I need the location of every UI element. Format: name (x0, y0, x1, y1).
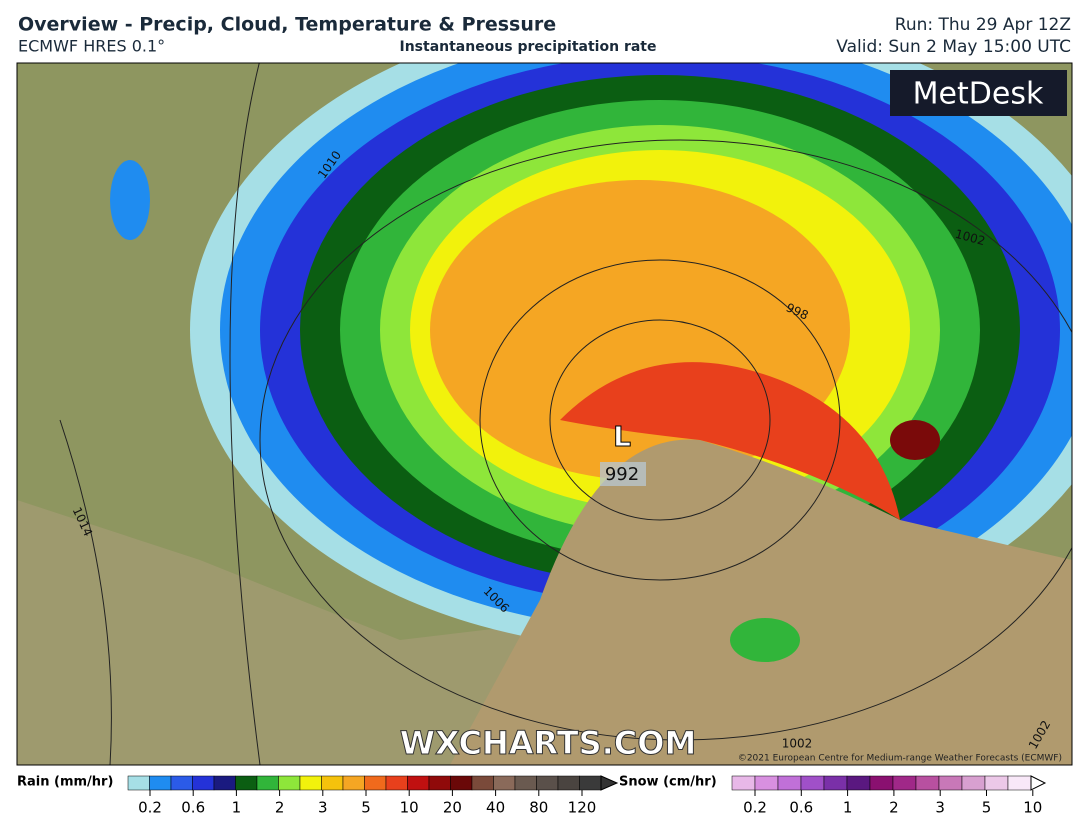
rain-swatch (192, 775, 215, 791)
snow-tick-label: 0.6 (789, 799, 813, 817)
rain-tick-label: 3 (318, 799, 328, 817)
rain-swatch (385, 775, 408, 791)
rain-swatch (364, 775, 387, 791)
rain-tick-label: 80 (529, 799, 548, 817)
rain-swatch (170, 775, 193, 791)
rain-tick-label: 1 (232, 799, 242, 817)
rain-swatch (213, 775, 236, 791)
snow-tick-label: 10 (1023, 799, 1042, 817)
rain-swatch (579, 775, 602, 791)
snow-swatch (938, 775, 963, 791)
snow-swatch (961, 775, 986, 791)
rain-tick-label: 10 (400, 799, 419, 817)
title: Overview - Precip, Cloud, Temperature & … (18, 14, 556, 36)
rain-swatch (407, 775, 430, 791)
snow-swatch (731, 775, 756, 791)
rain-tick-label: 20 (443, 799, 462, 817)
snow-swatch (823, 775, 848, 791)
rain-swatch (127, 775, 150, 791)
rain-swatch (557, 775, 580, 791)
rain-swatch (342, 775, 365, 791)
rain-tick-label: 120 (568, 799, 597, 817)
copyright: ©2021 European Centre for Medium-range W… (738, 754, 1062, 764)
snow-swatch (777, 775, 802, 791)
rain-label: Rain (mm/hr) (17, 775, 113, 790)
rain-tick-label: 0.6 (181, 799, 205, 817)
run: Run: Thu 29 Apr 12Z (895, 15, 1071, 35)
logo: MetDesk (913, 77, 1044, 112)
rain-swatch (149, 775, 172, 791)
rain-arrow (600, 775, 619, 791)
snow-tick-label: 3 (935, 799, 945, 817)
snow-swatch (1007, 775, 1032, 791)
rain-swatch (514, 775, 537, 791)
snow-swatch (800, 775, 825, 791)
snow-swatch (846, 775, 871, 791)
snow-swatch (915, 775, 940, 791)
rain-swatch (321, 775, 344, 791)
rain-swatch (428, 775, 451, 791)
snow-swatch (869, 775, 894, 791)
rain-swatch (536, 775, 559, 791)
model: ECMWF HRES 0.1° (18, 37, 165, 56)
snow-swatch (984, 775, 1009, 791)
rain-swatch (493, 775, 516, 791)
snow-arrow (1030, 775, 1047, 791)
valid: Valid: Sun 2 May 15:00 UTC (836, 37, 1071, 57)
rain-swatch (450, 775, 473, 791)
rain-tick-label: 0.2 (138, 799, 162, 817)
rain-swatch (256, 775, 279, 791)
snow-swatch (892, 775, 917, 791)
low-symbol: L (613, 420, 631, 453)
low-box (600, 462, 646, 486)
rain-tick-label: 40 (486, 799, 505, 817)
watermark: WXCHARTS.COM (400, 724, 697, 762)
snow-tick-label: 5 (982, 799, 992, 817)
legend: 0.2 0.6 1 2 3 5 10 20 40 80 120 0.2 0.6 1 2 3 5 10 (127, 775, 1047, 817)
map (17, 63, 1072, 765)
map-frame (16, 62, 1073, 766)
rain-tick-label: 5 (361, 799, 371, 817)
snow-tick-label: 1 (843, 799, 853, 817)
rain-swatch (471, 775, 494, 791)
rain-tick-label: 2 (275, 799, 285, 817)
rain-swatch (235, 775, 258, 791)
isobar-label: 1002 (782, 737, 813, 751)
snow-tick-label: 0.2 (743, 799, 767, 817)
snow-swatch (754, 775, 779, 791)
snow-tick-label: 2 (889, 799, 899, 817)
rain-swatch (278, 775, 301, 791)
rain-swatch (299, 775, 322, 791)
snow-label: Snow (cm/hr) (619, 775, 717, 790)
low-pressure: 992 (605, 464, 639, 485)
subtitle: Instantaneous precipitation rate (400, 39, 657, 55)
